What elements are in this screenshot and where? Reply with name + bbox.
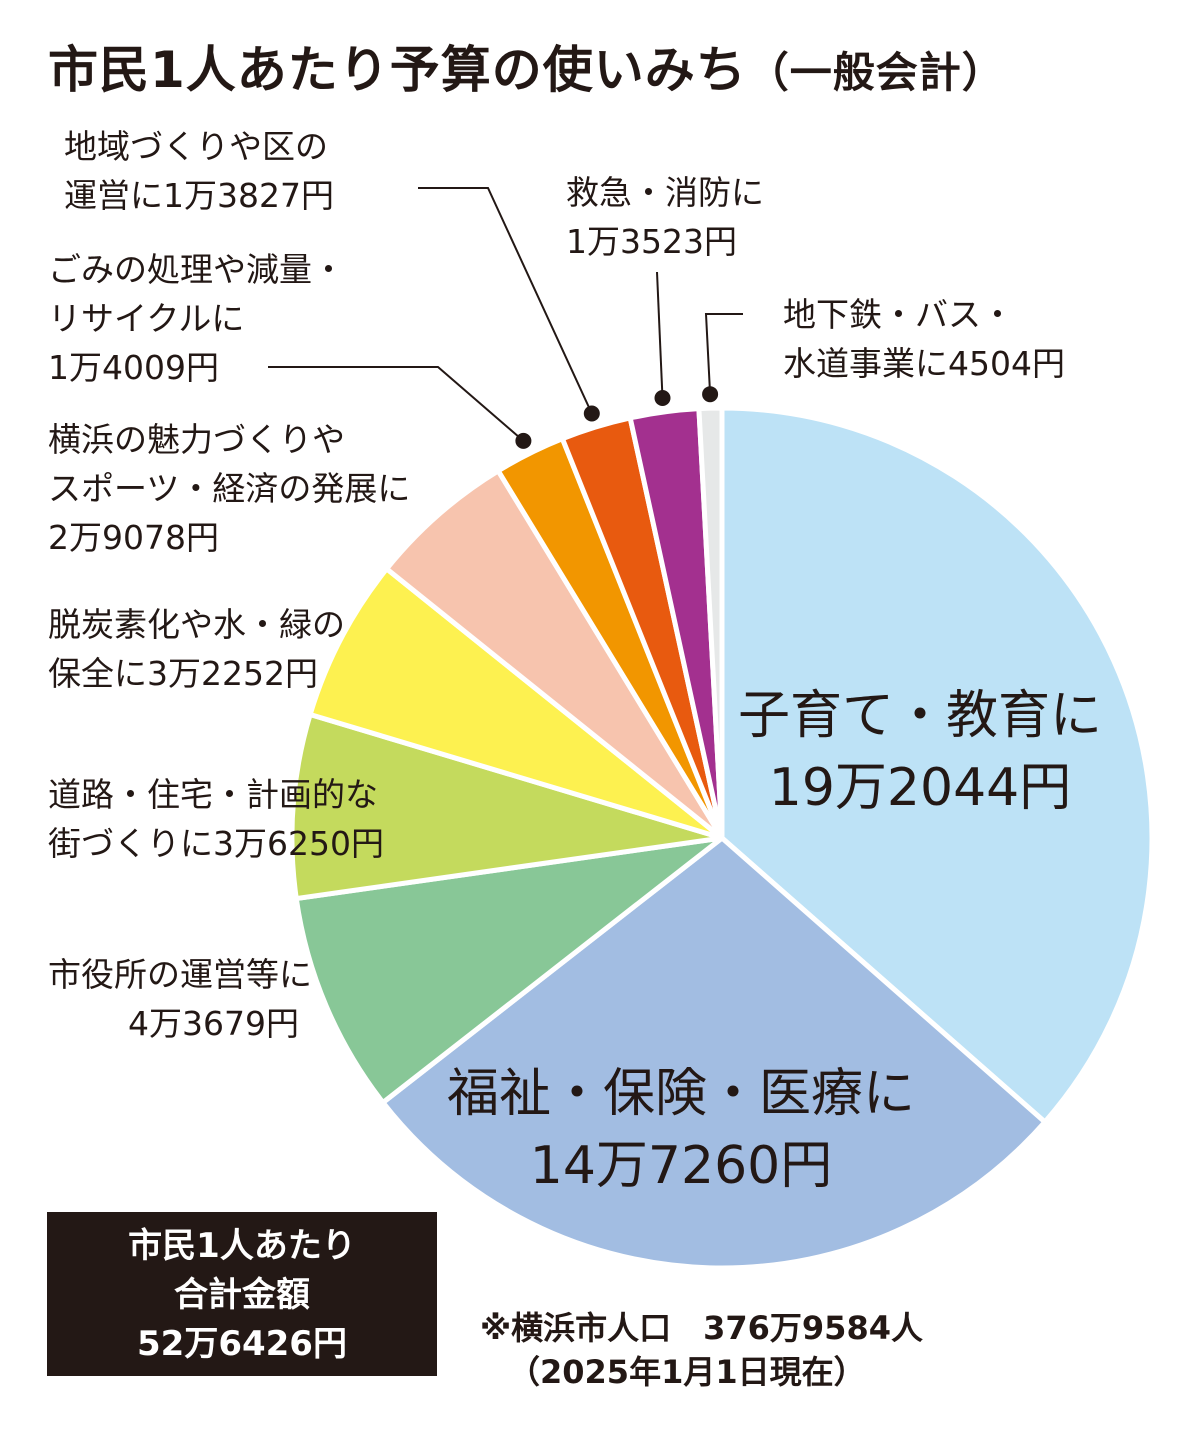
chart-title: 市民1人あたり予算の使いみち（一般会計） [48, 30, 1005, 102]
label-doro-line1: 道路・住宅・計画的な [48, 775, 378, 814]
label-fukushi-name: 福祉・保険・医療に [447, 1064, 916, 1124]
label-shiyakusho-name: 市役所の運営等に [48, 955, 312, 994]
label-datsutanso-line2: 保全に3万2252円 [48, 654, 318, 693]
total-amount: 52万6426円 [137, 1324, 347, 1364]
label-fukushi-amount: 14万7260円 [529, 1136, 833, 1196]
leader-dot-chikatetsu [702, 386, 719, 403]
label-doro: 道路・住宅・計画的な 街づくりに3万6250円 [48, 770, 384, 868]
label-shiyakusho: 市役所の運営等に 4万3679円 [48, 950, 450, 1048]
chart-title-suffix: （一般会計） [746, 48, 1005, 97]
label-gomi-line1: ごみの処理や減量・ [48, 250, 345, 289]
population-note: ※横浜市人口 376万9584人 （2025年1月1日現在） [480, 1306, 923, 1394]
label-kyukyu-line2: 1万3523円 [566, 222, 737, 261]
label-kosodate-amount: 19万2044円 [768, 758, 1072, 818]
label-chiiki: 地域づくりや区の 運営に1万3827円 [64, 122, 334, 220]
pie-slice-kosodate [719, 405, 1155, 1125]
label-gomi: ごみの処理や減量・ リサイクルに 1万4009円 [48, 245, 345, 392]
pie-slice-miryoku [384, 468, 725, 841]
leader-dot-kyukyu [654, 390, 671, 406]
label-chikatetsu-line1: 地下鉄・バス・ [783, 295, 1014, 334]
leader-lines [268, 187, 743, 449]
label-miryoku: 横浜の魅力づくりや スポーツ・経済の発展に 2万9078円 [48, 415, 410, 562]
total-line2: 合計金額 [174, 1275, 310, 1315]
label-kosodate-name: 子育て・教育に [738, 686, 1103, 746]
label-datsutanso: 脱炭素化や水・緑の 保全に3万2252円 [48, 600, 345, 698]
label-chiiki-line1: 地域づくりや区の [64, 127, 328, 166]
total-line1: 市民1人あたり [128, 1226, 356, 1266]
label-miryoku-line2: スポーツ・経済の発展に [48, 469, 411, 508]
label-miryoku-line3: 2万9078円 [48, 518, 219, 557]
label-doro-line2: 街づくりに3万6250円 [48, 824, 384, 863]
pie-slice-shiyakusho [293, 835, 725, 1106]
label-kosodate: 子育て・教育に 19万2044円 [738, 680, 1102, 824]
total-box: 市民1人あたり 合計金額 52万6426円 [47, 1212, 437, 1376]
leader-line-chiiki [418, 187, 593, 414]
leader-line-chikatetsu [704, 313, 743, 395]
note-line2: （2025年1月1日現在） [508, 1353, 866, 1391]
label-gomi-line2: リサイクルに [48, 299, 245, 338]
label-kyukyu-line1: 救急・消防に [566, 173, 764, 212]
label-datsutanso-line1: 脱炭素化や水・緑の [48, 605, 345, 644]
pie-slice-chikatetsu [696, 405, 725, 841]
label-shiyakusho-amount: 4万3679円 [128, 1004, 299, 1043]
label-fukushi: 福祉・保険・医療に 14万7260円 [447, 1058, 915, 1202]
pie-slice-datsutanso [307, 566, 725, 841]
pie-slice-doro [289, 711, 725, 902]
chart-title-main: 市民1人あたり予算の使いみち [48, 41, 747, 99]
label-chikatetsu: 地下鉄・バス・ 水道事業に4504円 [783, 290, 1065, 388]
label-chiiki-line2: 運営に1万3827円 [64, 176, 334, 215]
label-miryoku-line1: 横浜の魅力づくりや [48, 420, 345, 459]
label-gomi-line3: 1万4009円 [48, 348, 219, 387]
pie-slices [289, 405, 1155, 1271]
label-kyukyu: 救急・消防に 1万3523円 [566, 168, 764, 266]
pie-slice-fukushi [380, 835, 1048, 1271]
leader-line-kyukyu [656, 271, 664, 399]
leader-line-gomi [268, 366, 525, 442]
label-chikatetsu-line2: 水道事業に4504円 [783, 344, 1065, 383]
note-line1: ※横浜市人口 376万9584人 [480, 1309, 923, 1347]
leader-dot-gomi [515, 432, 532, 449]
leader-dot-chiiki [583, 405, 600, 422]
